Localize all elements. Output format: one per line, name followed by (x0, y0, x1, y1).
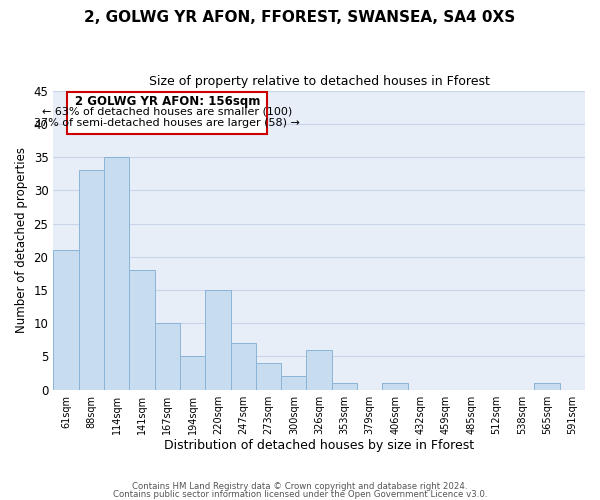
FancyBboxPatch shape (67, 92, 267, 134)
Bar (307, 350, 332, 390)
Text: ← 63% of detached houses are smaller (100): ← 63% of detached houses are smaller (10… (42, 106, 292, 117)
X-axis label: Distribution of detached houses by size in Fforest: Distribution of detached houses by size … (164, 440, 474, 452)
Bar (79, 170, 104, 390)
Bar (332, 383, 357, 390)
Title: Size of property relative to detached houses in Fforest: Size of property relative to detached ho… (149, 75, 490, 88)
Text: Contains public sector information licensed under the Open Government Licence v3: Contains public sector information licen… (113, 490, 487, 499)
Bar (382, 383, 408, 390)
Bar (53, 250, 79, 390)
Bar (281, 376, 307, 390)
Text: 37% of semi-detached houses are larger (58) →: 37% of semi-detached houses are larger (… (34, 118, 300, 128)
Bar (205, 290, 230, 390)
Bar (104, 157, 129, 390)
Y-axis label: Number of detached properties: Number of detached properties (15, 147, 28, 333)
Bar (230, 343, 256, 390)
Bar (535, 383, 560, 390)
Text: 2, GOLWG YR AFON, FFOREST, SWANSEA, SA4 0XS: 2, GOLWG YR AFON, FFOREST, SWANSEA, SA4 … (85, 10, 515, 25)
Bar (129, 270, 155, 390)
Bar (155, 323, 180, 390)
Bar (180, 356, 205, 390)
Text: 2 GOLWG YR AFON: 156sqm: 2 GOLWG YR AFON: 156sqm (74, 95, 260, 108)
Bar (256, 363, 281, 390)
Text: Contains HM Land Registry data © Crown copyright and database right 2024.: Contains HM Land Registry data © Crown c… (132, 482, 468, 491)
